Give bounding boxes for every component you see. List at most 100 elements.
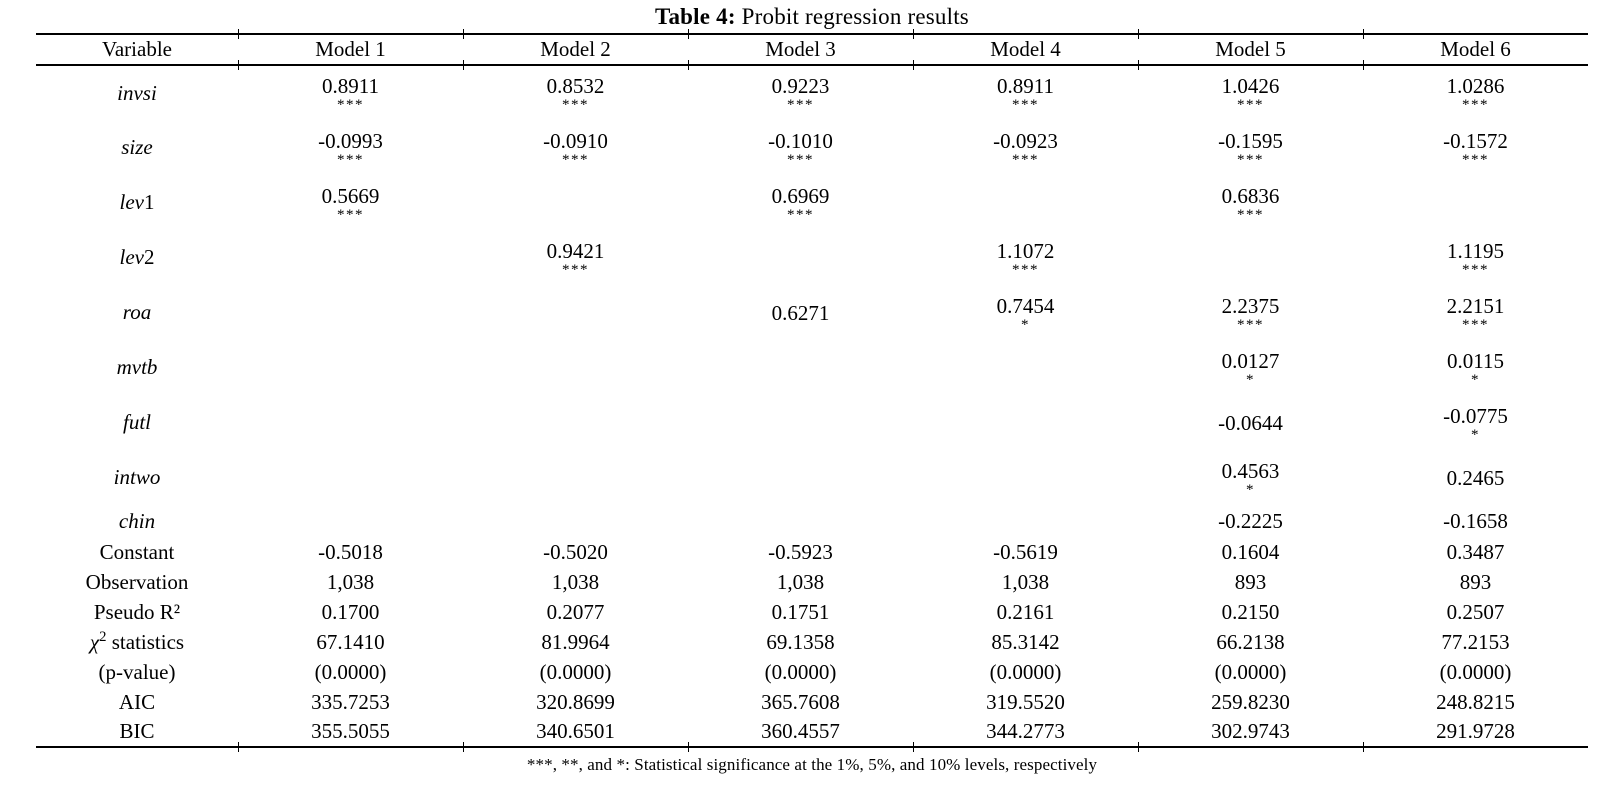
- variable-label-size: size: [36, 120, 238, 175]
- stat-value: 0.2161: [996, 599, 1055, 624]
- coef-value: 0.0127: [1221, 348, 1280, 373]
- coef-cell: 0.5669 ***: [238, 175, 463, 230]
- coef-cell: [688, 340, 913, 395]
- variable-label-lev1: lev1: [36, 175, 238, 230]
- variable-row-invsi: invsi 0.8911 *** 0.8532 *** 0.9223 *** 0.8911 **…: [36, 65, 1588, 120]
- stat-value: -0.5018: [318, 539, 383, 564]
- stat-label-aic: AIC: [36, 687, 238, 717]
- stat-row-aic: AIC 335.7253 320.8699 365.7608 319.5520 259.8…: [36, 687, 1588, 717]
- coef-value: 0.0115: [1447, 348, 1504, 373]
- stat-value: -0.5923: [768, 539, 833, 564]
- stat-label-chi2-statistics: χ2 statistics: [36, 627, 238, 657]
- significance-stars: ***: [562, 151, 589, 168]
- coef-cell: [913, 340, 1138, 395]
- stat-value: 248.8215: [1436, 689, 1515, 714]
- stat-value: -0.5020: [543, 539, 608, 564]
- stat-value: 344.2773: [912, 717, 1138, 752]
- label-part: AIC: [118, 689, 156, 714]
- table-header-row: Variable Model 1 Model 2 Model 3 Model 4 Mode…: [36, 28, 1588, 69]
- significance-stars: ***: [787, 97, 814, 113]
- significance-stars: ***: [1237, 206, 1264, 223]
- column-header-model-5: Model 5: [1137, 28, 1363, 69]
- coef-value: 0.8532: [546, 74, 605, 98]
- stat-value: 0.2150: [1221, 599, 1280, 624]
- stat-label-observation: Observation: [36, 567, 238, 597]
- coef-cell: 0.2465: [1363, 450, 1588, 505]
- stat-value: (0.0000): [314, 659, 387, 684]
- significance-stars: ***: [562, 261, 589, 278]
- significance-stars: *: [1246, 481, 1255, 498]
- stat-row-observation: Observation 1,038 1,038 1,038 1,038 893 893: [36, 567, 1588, 597]
- stat-value: -0.5619: [993, 539, 1058, 564]
- coef-cell: [463, 340, 688, 395]
- coef-cell: 0.6836 ***: [1138, 175, 1363, 230]
- variable-row-lev2: lev2 0.9421 *** 1.1072 *** 1.1195 ***: [36, 230, 1588, 285]
- coef-cell: [1138, 230, 1363, 285]
- stat-label-constant: Constant: [36, 537, 238, 567]
- column-header-model-6: Model 6: [1362, 28, 1588, 69]
- coef-cell: [238, 395, 463, 450]
- coef-value: -0.0910: [543, 128, 608, 153]
- stat-value: 291.9728: [1362, 717, 1588, 752]
- coef-cell: -0.0775 *: [1363, 395, 1588, 450]
- coef-cell: [688, 505, 913, 537]
- probit-regression-results-table: Variable Model 1 Model 2 Model 3 Model 4 Mode…: [36, 28, 1588, 752]
- coef-cell: 0.9223 ***: [688, 65, 913, 120]
- coef-cell: 0.4563 *: [1138, 450, 1363, 505]
- stat-value: 67.1410: [316, 629, 385, 654]
- stat-value: 1,038: [776, 569, 825, 594]
- stat-value: (0.0000): [539, 659, 612, 684]
- coef-cell: 2.2151 ***: [1363, 285, 1588, 340]
- stat-value: 893: [1459, 569, 1492, 594]
- coef-cell: [688, 230, 913, 285]
- stat-row-p-value: (p-value) (0.0000) (0.0000) (0.0000) (0.0000…: [36, 657, 1588, 687]
- label-part: invsi: [117, 80, 157, 105]
- coef-cell: -0.1010 ***: [688, 120, 913, 175]
- label-part: 2: [143, 245, 155, 269]
- coef-cell: [688, 395, 913, 450]
- significance-stars: ***: [1462, 261, 1489, 278]
- column-header-variable: Variable: [102, 37, 172, 61]
- coef-cell: [1363, 175, 1588, 230]
- label-part: lev: [119, 245, 144, 269]
- coef-value: 0.5669: [321, 183, 380, 208]
- coef-cell: -0.0910 ***: [463, 120, 688, 175]
- superscript: 2: [99, 628, 107, 645]
- significance-stars: ***: [787, 206, 814, 223]
- coef-cell: 0.8911 ***: [238, 65, 463, 120]
- coef-cell: [238, 230, 463, 285]
- variable-row-roa: roa 0.6271 0.7454 * 2.2375 *** 2.2151 ***: [36, 285, 1588, 340]
- column-header-model-3: Model 3: [687, 28, 913, 69]
- coef-value: 1.0286: [1446, 74, 1505, 98]
- coef-value: -0.0644: [1218, 410, 1283, 435]
- coef-cell: 0.7454 *: [913, 285, 1138, 340]
- label-part: χ: [89, 629, 100, 654]
- coef-cell: -0.0993 ***: [238, 120, 463, 175]
- stat-value: 81.9964: [541, 629, 610, 654]
- column-header-model-4: Model 4: [912, 28, 1138, 69]
- coef-value: 2.2151: [1446, 293, 1505, 318]
- coef-cell: -0.0923 ***: [913, 120, 1138, 175]
- coef-cell: -0.1595 ***: [1138, 120, 1363, 175]
- coef-value: 0.6271: [771, 300, 830, 325]
- stat-value: 335.7253: [311, 689, 390, 714]
- coef-value: 1.1195: [1447, 238, 1504, 263]
- coef-value: 0.6836: [1221, 183, 1280, 208]
- coef-cell: [238, 285, 463, 340]
- stat-value: 355.5055: [237, 717, 463, 752]
- stat-value: 1,038: [326, 569, 375, 594]
- coef-cell: [463, 285, 688, 340]
- significance-stars: ***: [337, 151, 364, 168]
- coef-cell: [463, 175, 688, 230]
- column-header-model-2: Model 2: [462, 28, 688, 69]
- coef-value: 0.7454: [996, 293, 1055, 318]
- coef-cell: [463, 395, 688, 450]
- label-part: 1: [143, 190, 155, 214]
- label-part: mvtb: [116, 355, 158, 379]
- label-part: Observation: [85, 569, 189, 594]
- coef-cell: 1.1072 ***: [913, 230, 1138, 285]
- label-part: statistics: [106, 629, 185, 654]
- statistics-rows: Constant -0.5018 -0.5020 -0.5923 -0.5619 0.16…: [36, 537, 1588, 752]
- stat-value: 0.3487: [1446, 539, 1505, 564]
